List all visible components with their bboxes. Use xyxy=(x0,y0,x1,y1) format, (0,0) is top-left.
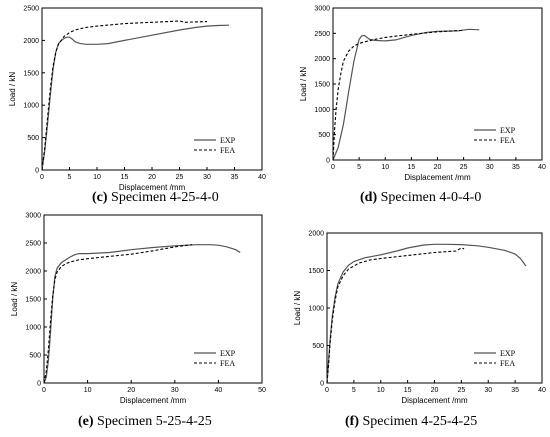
y-tick-label: 3000 xyxy=(25,213,41,220)
x-tick-label: 25 xyxy=(176,174,184,181)
x-tick-label: 0 xyxy=(331,164,335,171)
x-axis-label: Displacement /mm xyxy=(401,396,468,405)
caption-c: (c) Specimen 4-25-4-0 xyxy=(92,190,219,205)
y-tick-label: 2000 xyxy=(25,269,41,276)
caption-f: (f) Specimen 4-25-4-25 xyxy=(345,414,478,429)
x-tick-label: 0 xyxy=(40,174,44,181)
y-tick-label: 0 xyxy=(35,168,39,175)
y-tick-label: 0 xyxy=(326,158,330,165)
x-tick-label: 20 xyxy=(431,387,439,394)
y-tick-label: 1000 xyxy=(314,107,330,114)
y-tick-label: 1500 xyxy=(308,268,324,275)
x-tick-label: 20 xyxy=(127,387,135,394)
x-tick-label: 15 xyxy=(407,164,415,171)
series-line-exp xyxy=(332,28,480,161)
legend-label-exp: EXP xyxy=(220,349,236,358)
chart-panel-0: 0 5 10 15 20 25 30 35 40 0 500 1000 1500 2000 2500 Disp… xyxy=(8,6,266,193)
series-line-fea xyxy=(41,20,208,171)
series-line-exp xyxy=(43,244,241,384)
x-tick-label: 40 xyxy=(258,174,266,181)
series-line-exp xyxy=(326,243,527,384)
x-tick-label: 40 xyxy=(215,387,223,394)
x-tick-label: 25 xyxy=(457,387,465,394)
x-tick-label: 40 xyxy=(538,164,546,171)
y-tick-label: 2500 xyxy=(23,6,39,13)
x-tick-label: 30 xyxy=(171,387,179,394)
x-tick-label: 25 xyxy=(460,164,468,171)
y-tick-label: 500 xyxy=(312,343,324,350)
y-axis-label: Load / kN xyxy=(10,282,19,316)
x-tick-label: 50 xyxy=(258,387,266,394)
y-tick-label: 2000 xyxy=(308,231,324,238)
legend-label-fea: FEA xyxy=(220,359,235,368)
y-axis-label: Load / kN xyxy=(299,67,308,101)
y-tick-label: 3000 xyxy=(314,6,330,13)
y-tick-label: 0 xyxy=(37,381,41,388)
x-tick-label: 30 xyxy=(203,174,211,181)
x-tick-label: 5 xyxy=(68,174,72,181)
x-axis-label: Displacement /mm xyxy=(120,396,187,405)
x-axis-label: Displacement /mm xyxy=(119,183,186,192)
y-axis-label: Load / kN xyxy=(293,291,302,325)
x-tick-label: 10 xyxy=(93,174,101,181)
legend-label-fea: FEA xyxy=(220,146,235,155)
y-tick-label: 1500 xyxy=(25,297,41,304)
x-tick-label: 15 xyxy=(121,174,129,181)
x-tick-label: 35 xyxy=(231,174,239,181)
y-tick-label: 500 xyxy=(318,132,330,139)
caption-e: (e) Specimen 5-25-4-25 xyxy=(78,414,212,429)
caption-d: (d) Specimen 4-0-4-0 xyxy=(360,190,482,205)
x-tick-label: 20 xyxy=(148,174,156,181)
x-tick-label: 5 xyxy=(357,164,361,171)
y-tick-label: 2000 xyxy=(23,38,39,45)
x-tick-label: 5 xyxy=(352,387,356,394)
x-tick-label: 15 xyxy=(404,387,412,394)
series-line-fea xyxy=(326,247,465,384)
y-tick-label: 2500 xyxy=(314,31,330,38)
x-tick-label: 30 xyxy=(486,164,494,171)
legend-label-exp: EXP xyxy=(220,136,236,145)
series-line-fea xyxy=(332,29,464,161)
y-tick-label: 500 xyxy=(29,353,41,360)
y-tick-label: 1000 xyxy=(308,306,324,313)
series-line-fea xyxy=(43,244,193,384)
x-tick-label: 40 xyxy=(538,387,546,394)
x-tick-label: 10 xyxy=(377,387,385,394)
x-tick-label: 35 xyxy=(511,387,519,394)
y-tick-label: 2000 xyxy=(314,56,330,63)
y-tick-label: 1000 xyxy=(23,103,39,110)
y-tick-label: 1500 xyxy=(23,70,39,77)
x-tick-label: 10 xyxy=(381,164,389,171)
series-line-exp xyxy=(41,24,230,171)
y-tick-label: 1500 xyxy=(314,82,330,89)
x-tick-label: 10 xyxy=(84,387,92,394)
y-tick-label: 500 xyxy=(27,135,39,142)
y-tick-label: 2500 xyxy=(25,241,41,248)
chart-panel-1: 0 5 10 15 20 25 30 35 40 0 500 1000 1500 2000 2500 3000… xyxy=(299,6,546,183)
legend-label-exp: EXP xyxy=(500,349,516,358)
y-axis-label: Load / kN xyxy=(8,72,17,106)
x-tick-label: 0 xyxy=(325,387,329,394)
legend-label-exp: EXP xyxy=(500,126,516,135)
y-tick-label: 1000 xyxy=(25,325,41,332)
y-tick-label: 0 xyxy=(320,381,324,388)
legend-label-fea: FEA xyxy=(500,136,515,145)
chart-panel-3: 0 5 10 15 20 25 30 35 40 0 500 1000 1500 2000 Displace… xyxy=(293,231,546,406)
legend-label-fea: FEA xyxy=(500,359,515,368)
x-tick-label: 0 xyxy=(42,387,46,394)
x-tick-label: 35 xyxy=(512,164,520,171)
x-axis-label: Displacement /mm xyxy=(404,173,471,182)
x-tick-label: 20 xyxy=(434,164,442,171)
chart-panel-2: 0 10 20 30 40 50050010001500200025003000Displ… xyxy=(10,213,266,406)
x-tick-label: 30 xyxy=(484,387,492,394)
